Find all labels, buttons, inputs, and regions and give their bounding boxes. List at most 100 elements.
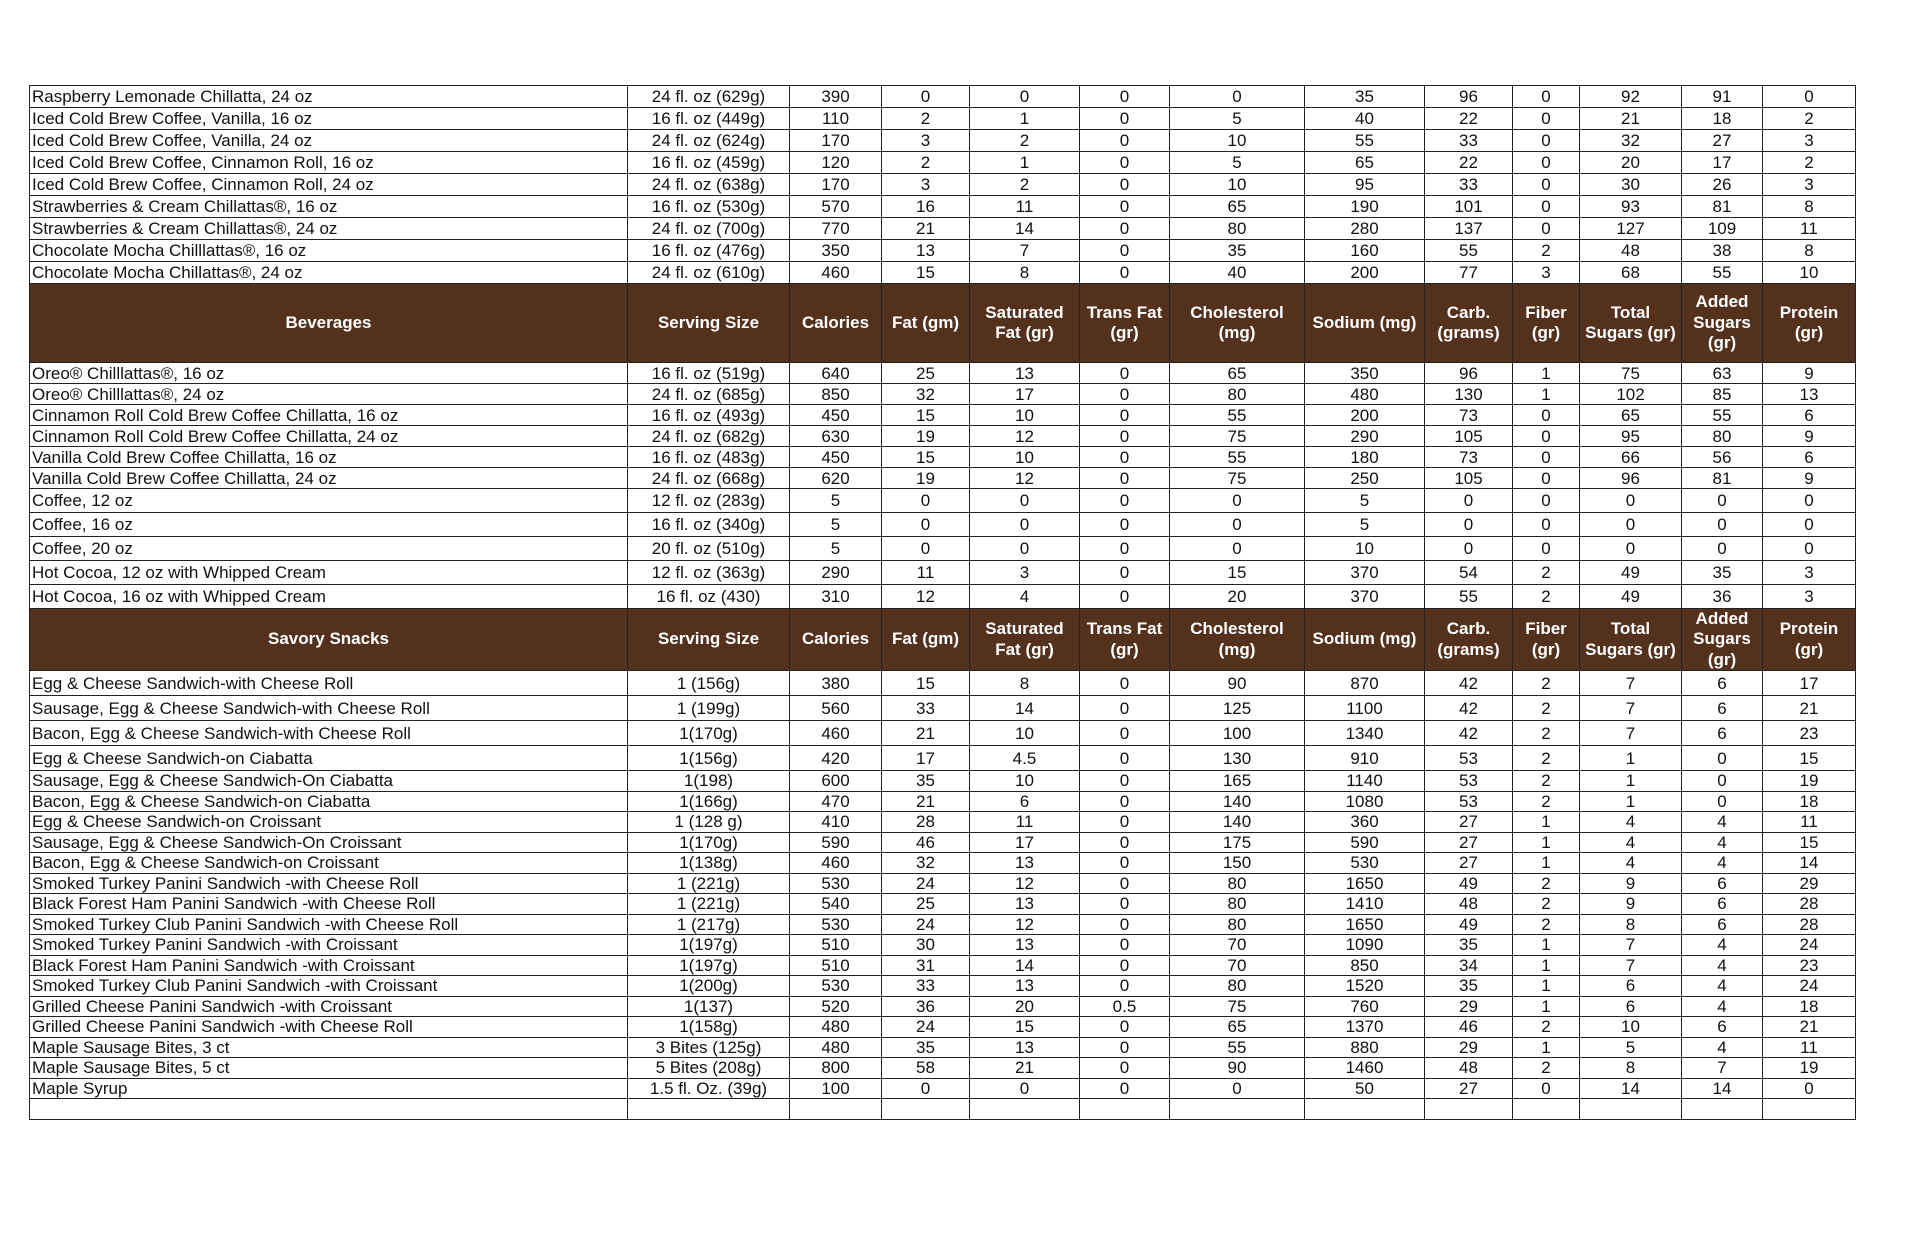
value-cell: 16 <box>881 195 970 218</box>
value-cell: 0 <box>1079 425 1170 447</box>
value-cell: 510 <box>789 954 882 977</box>
value-cell: 0 <box>1079 195 1170 218</box>
value-cell: 11 <box>969 811 1080 833</box>
table-row: Smoked Turkey Panini Sandwich -with Chee… <box>29 872 1856 895</box>
table-row: Black Forest Ham Panini Sandwich -with C… <box>29 893 1856 915</box>
column-header: Cholesterol (mg) <box>1169 607 1305 672</box>
table-row: Coffee, 16 oz 16 fl. oz (340g) 5 0 0 0 0 5 0 0 0 0 0 <box>29 512 1856 537</box>
value-cell: 1 <box>1512 1036 1580 1059</box>
value-cell: 11 <box>881 560 970 585</box>
value-cell: 16 fl. oz (340g) <box>627 512 790 537</box>
value-cell: 24 <box>1762 934 1856 956</box>
value-cell: 48 <box>1424 893 1513 915</box>
value-cell: 48 <box>1579 239 1682 262</box>
empty-cell <box>1424 1098 1513 1121</box>
value-cell: 6 <box>1681 1016 1763 1038</box>
value-cell: 0 <box>881 488 970 513</box>
value-cell: 46 <box>881 831 970 854</box>
value-cell: 1080 <box>1304 790 1425 813</box>
value-cell: 92 <box>1579 85 1682 108</box>
value-cell: 28 <box>1762 913 1856 936</box>
value-cell: 800 <box>789 1057 882 1079</box>
value-cell: 24 fl. oz (685g) <box>627 383 790 405</box>
value-cell: 27 <box>1424 811 1513 833</box>
value-cell: 14 <box>969 217 1080 240</box>
table-row: Egg & Cheese Sandwich-with Cheese Roll 1 … <box>29 670 1856 697</box>
value-cell: 0 <box>1579 512 1682 537</box>
empty-cell <box>1079 1098 1170 1121</box>
value-cell: 0 <box>1512 425 1580 447</box>
value-cell: 7 <box>1579 695 1682 722</box>
value-cell: 55 <box>1169 404 1305 426</box>
empty-cell <box>627 1098 790 1121</box>
value-cell: 21 <box>1762 1016 1856 1038</box>
value-cell: 96 <box>1424 85 1513 108</box>
value-cell: 11 <box>969 195 1080 218</box>
value-cell: 0 <box>1079 872 1170 895</box>
value-cell: 15 <box>881 404 970 426</box>
value-cell: 12 <box>969 913 1080 936</box>
value-cell: 20 <box>1169 584 1305 609</box>
value-cell: 420 <box>789 745 882 772</box>
table-row: Iced Cold Brew Coffee, Cinnamon Roll, 24… <box>29 173 1856 196</box>
value-cell: 640 <box>789 362 882 384</box>
item-name-cell: Egg & Cheese Sandwich-on Ciabatta <box>29 745 628 772</box>
empty-row <box>29 1098 1856 1121</box>
value-cell: 480 <box>789 1016 882 1038</box>
item-name-cell: Maple Syrup <box>29 1077 628 1100</box>
value-cell: 0 <box>1512 195 1580 218</box>
item-name-cell: Cinnamon Roll Cold Brew Coffee Chillatta… <box>29 425 628 447</box>
value-cell: 32 <box>881 852 970 874</box>
value-cell: 0 <box>1512 512 1580 537</box>
value-cell: 200 <box>1304 404 1425 426</box>
value-cell: 0 <box>1079 560 1170 585</box>
column-header: Sodium (mg) <box>1304 607 1425 672</box>
value-cell: 9 <box>1579 872 1682 895</box>
value-cell: 8 <box>969 261 1080 284</box>
value-cell: 880 <box>1304 1036 1425 1059</box>
value-cell: 770 <box>789 217 882 240</box>
value-cell: 6 <box>1762 446 1856 468</box>
value-cell: 1(170g) <box>627 831 790 854</box>
column-header: Fat (gm) <box>881 283 970 363</box>
column-header: Trans Fat (gr) <box>1079 283 1170 363</box>
value-cell: 180 <box>1304 446 1425 468</box>
value-cell: 49 <box>1424 872 1513 895</box>
value-cell: 14 <box>969 695 1080 722</box>
value-cell: 0 <box>1762 536 1856 561</box>
value-cell: 4 <box>1681 1036 1763 1059</box>
table-row: Smoked Turkey Club Panini Sandwich -with… <box>29 913 1856 936</box>
value-cell: 2 <box>969 129 1080 152</box>
value-cell: 0 <box>1079 536 1170 561</box>
value-cell: 80 <box>1169 893 1305 915</box>
value-cell: 3 Bites (125g) <box>627 1036 790 1059</box>
value-cell: 21 <box>1579 107 1682 130</box>
column-header: Fiber (gr) <box>1512 283 1580 363</box>
section-header-row: Beverages Serving Size Calories Fat (gm) Sat… <box>29 283 1856 363</box>
value-cell: 3 <box>881 129 970 152</box>
value-cell: 1100 <box>1304 695 1425 722</box>
value-cell: 24 <box>1762 975 1856 997</box>
value-cell: 36 <box>1681 584 1763 609</box>
value-cell: 760 <box>1304 995 1425 1018</box>
column-header: Carb. (grams) <box>1424 607 1513 672</box>
value-cell: 510 <box>789 934 882 956</box>
value-cell: 32 <box>1579 129 1682 152</box>
value-cell: 520 <box>789 995 882 1018</box>
value-cell: 11 <box>1762 217 1856 240</box>
table-row: Vanilla Cold Brew Coffee Chillatta, 24 o… <box>29 467 1856 489</box>
value-cell: 1 <box>1512 852 1580 874</box>
section-title: Savory Snacks <box>29 607 628 672</box>
value-cell: 100 <box>789 1077 882 1100</box>
value-cell: 21 <box>881 790 970 813</box>
value-cell: 7 <box>1681 1057 1763 1079</box>
column-header: Calories <box>789 607 882 672</box>
value-cell: 16 fl. oz (519g) <box>627 362 790 384</box>
value-cell: 1(200g) <box>627 975 790 997</box>
value-cell: 350 <box>1304 362 1425 384</box>
column-header: Carb. (grams) <box>1424 283 1513 363</box>
value-cell: 4 <box>1681 995 1763 1018</box>
empty-cell <box>969 1098 1080 1121</box>
value-cell: 0 <box>1079 695 1170 722</box>
value-cell: 70 <box>1169 934 1305 956</box>
